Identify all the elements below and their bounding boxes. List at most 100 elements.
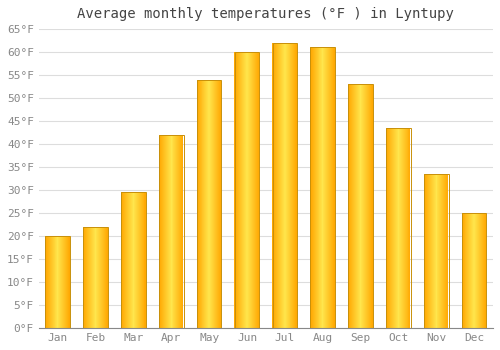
Bar xyxy=(278,43,279,328)
Bar xyxy=(370,84,371,328)
Bar xyxy=(311,48,312,328)
Bar xyxy=(103,227,104,328)
Bar xyxy=(129,193,130,328)
Bar xyxy=(99,227,100,328)
Bar xyxy=(310,48,311,328)
Bar xyxy=(215,80,216,328)
Bar xyxy=(332,48,333,328)
Bar xyxy=(328,48,329,328)
Bar xyxy=(250,52,251,328)
Bar xyxy=(333,48,334,328)
Bar xyxy=(198,80,199,328)
Bar xyxy=(315,48,316,328)
Bar xyxy=(258,52,259,328)
Bar xyxy=(322,48,323,328)
Bar xyxy=(241,52,242,328)
Bar xyxy=(283,43,284,328)
Bar xyxy=(390,128,391,328)
Bar xyxy=(121,193,146,328)
Bar xyxy=(83,227,84,328)
Bar xyxy=(285,43,286,328)
Bar xyxy=(313,48,314,328)
Bar xyxy=(239,52,240,328)
Bar xyxy=(214,80,215,328)
Bar xyxy=(280,43,281,328)
Bar xyxy=(136,193,137,328)
Bar xyxy=(292,43,293,328)
Bar xyxy=(209,80,210,328)
Bar xyxy=(482,213,484,328)
Bar xyxy=(282,43,283,328)
Bar xyxy=(98,227,99,328)
Bar xyxy=(248,52,249,328)
Bar xyxy=(426,174,427,328)
Bar xyxy=(204,80,205,328)
Bar xyxy=(465,213,466,328)
Bar xyxy=(58,236,59,328)
Bar xyxy=(235,52,236,328)
Bar xyxy=(462,213,486,328)
Bar xyxy=(310,48,335,328)
Bar xyxy=(197,80,222,328)
Bar xyxy=(314,48,315,328)
Bar xyxy=(401,128,402,328)
Bar xyxy=(252,52,253,328)
Bar xyxy=(102,227,103,328)
Bar xyxy=(348,84,349,328)
Bar xyxy=(331,48,332,328)
Bar xyxy=(213,80,214,328)
Bar xyxy=(64,236,65,328)
Bar xyxy=(62,236,63,328)
Bar xyxy=(353,84,354,328)
Bar xyxy=(143,193,144,328)
Bar xyxy=(312,48,313,328)
Bar xyxy=(484,213,485,328)
Bar xyxy=(46,236,70,328)
Bar xyxy=(273,43,274,328)
Bar xyxy=(476,213,477,328)
Bar xyxy=(287,43,288,328)
Bar xyxy=(284,43,285,328)
Bar xyxy=(362,84,363,328)
Bar xyxy=(321,48,322,328)
Bar xyxy=(49,236,50,328)
Bar xyxy=(130,193,131,328)
Bar xyxy=(170,135,171,328)
Bar xyxy=(197,80,198,328)
Bar xyxy=(348,84,373,328)
Bar xyxy=(290,43,291,328)
Bar xyxy=(56,236,57,328)
Bar xyxy=(159,135,184,328)
Bar xyxy=(399,128,400,328)
Bar xyxy=(257,52,258,328)
Bar xyxy=(135,193,136,328)
Bar xyxy=(358,84,359,328)
Bar xyxy=(236,52,237,328)
Bar xyxy=(91,227,92,328)
Bar xyxy=(424,174,448,328)
Bar xyxy=(441,174,442,328)
Bar xyxy=(405,128,406,328)
Bar xyxy=(86,227,87,328)
Bar xyxy=(244,52,245,328)
Bar xyxy=(272,43,273,328)
Bar xyxy=(218,80,220,328)
Bar xyxy=(131,193,132,328)
Bar xyxy=(275,43,276,328)
Bar xyxy=(133,193,134,328)
Bar xyxy=(447,174,448,328)
Bar xyxy=(429,174,430,328)
Bar xyxy=(403,128,404,328)
Bar xyxy=(478,213,479,328)
Bar xyxy=(173,135,174,328)
Bar xyxy=(395,128,396,328)
Title: Average monthly temperatures (°F ) in Lyntupy: Average monthly temperatures (°F ) in Ly… xyxy=(78,7,454,21)
Bar xyxy=(445,174,446,328)
Bar xyxy=(289,43,290,328)
Bar xyxy=(446,174,447,328)
Bar xyxy=(479,213,480,328)
Bar xyxy=(368,84,369,328)
Bar xyxy=(159,135,160,328)
Bar xyxy=(483,213,484,328)
Bar xyxy=(330,48,331,328)
